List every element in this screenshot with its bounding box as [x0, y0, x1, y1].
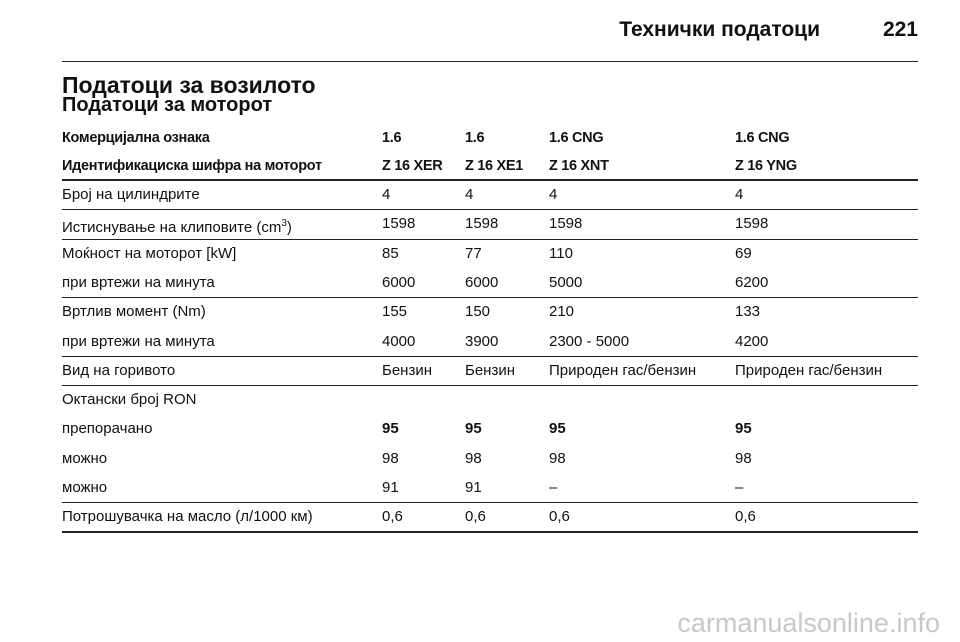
table-cell: 1598	[465, 215, 499, 233]
table-cell: Вид на горивото	[62, 361, 176, 379]
table-cell: Потрошувачка на масло (л/1000 км)	[62, 508, 313, 526]
table-cell: 0,6	[549, 508, 570, 526]
group-rule	[62, 209, 918, 210]
table-cell: Моќност на моторот [kW]	[62, 244, 237, 262]
group-rule	[62, 502, 918, 503]
table-cell: 3900	[465, 332, 499, 350]
table-cell: 0,6	[382, 508, 403, 526]
table-cell: Вртлив момент (Nm)	[62, 303, 206, 321]
table-cell: 4	[549, 186, 558, 203]
table-cell: 110	[549, 244, 573, 262]
table-cell: 133	[735, 303, 761, 321]
table-cell: 77	[465, 244, 482, 262]
header-cell: Комерцијална ознака	[62, 130, 210, 146]
table-cell: 150	[465, 303, 491, 321]
watermark: carmanualsonline.info	[677, 608, 940, 638]
table-cell: можно	[62, 479, 108, 496]
header-cell: 1.6 CNG	[735, 130, 790, 146]
table-cell: 0,6	[735, 508, 756, 526]
table-cell: 91	[382, 479, 399, 496]
table-cell: Октански број RON	[62, 391, 197, 409]
table-cell: 6000	[465, 273, 499, 291]
table-cell: Број на цилиндрите	[62, 186, 200, 203]
table-cell: 4	[465, 186, 474, 203]
header-cell: 1.6 CNG	[549, 130, 604, 146]
table-cell: Истиснување на клиповите (cm3)	[62, 215, 292, 237]
table-cell: 6000	[382, 273, 416, 291]
page-number: 221	[882, 18, 918, 41]
table-cell: Природен гас/бензин	[735, 361, 883, 379]
section-title: Податоци за возилото	[62, 72, 316, 98]
table-cell: 0,6	[465, 508, 486, 526]
cell-text: 3	[281, 218, 287, 230]
table-cell: 4000	[382, 332, 416, 350]
table-cell: можно	[62, 449, 108, 467]
table-cell: 4	[382, 186, 391, 203]
table-cell: –	[735, 479, 744, 496]
table-cell: 1598	[382, 215, 416, 233]
cell-text: Истиснување на клиповите (cm	[62, 219, 282, 237]
table-cell: 98	[465, 449, 482, 467]
table-cell: 5000	[549, 273, 583, 291]
table-cell: 6200	[735, 273, 769, 291]
table-cell: 91	[465, 479, 482, 496]
table-cell: 4200	[735, 332, 769, 350]
cell-text: )	[286, 219, 292, 237]
table-cell: при вртежи на минута	[62, 273, 215, 291]
table-cell: 4	[735, 186, 744, 203]
group-rule	[62, 297, 918, 298]
table-cell: 95	[382, 420, 399, 438]
table-cell: 98	[549, 449, 566, 467]
header-cell: 1.6	[465, 130, 485, 146]
table-cell: Бензин	[382, 361, 433, 379]
table-cell: 98	[735, 449, 752, 467]
header-cell: Z 16 XER	[382, 158, 443, 174]
table-cell: при вртежи на минута	[62, 332, 215, 350]
table-cell: 69	[735, 244, 752, 262]
table-cell: Бензин	[465, 361, 516, 379]
table-cell: 1598	[549, 215, 583, 233]
table-cell: Природен гас/бензин	[549, 361, 697, 379]
header-cell: Z 16 XNT	[549, 158, 609, 174]
header-cell: Идентификациска шифра на моторот	[62, 158, 322, 174]
table-cell: препорачано	[62, 420, 153, 438]
table-cell: 95	[735, 420, 752, 438]
table-cell: 98	[382, 449, 399, 467]
table-cell: –	[549, 479, 558, 496]
subtitle: Податоци за моторот	[62, 94, 273, 116]
header-cell: Z 16 XE1	[465, 158, 524, 174]
table-cell: 85	[382, 244, 399, 262]
table-cell: 2300 - 5000	[549, 332, 630, 350]
header-cell: Z 16 YNG	[735, 158, 797, 174]
table-cell: 95	[549, 420, 566, 438]
table-cell: 155	[382, 303, 408, 321]
group-rule	[62, 239, 918, 240]
table-rule	[62, 179, 918, 181]
group-rule	[62, 385, 918, 386]
group-rule	[62, 356, 918, 357]
header-rule	[62, 61, 918, 62]
running-title: Технички податоци	[619, 18, 820, 41]
header-cell: 1.6	[382, 130, 402, 146]
group-rule	[62, 531, 918, 533]
table-cell: 210	[549, 303, 575, 321]
table-cell: 1598	[735, 215, 769, 233]
table-cell: 95	[465, 420, 482, 438]
